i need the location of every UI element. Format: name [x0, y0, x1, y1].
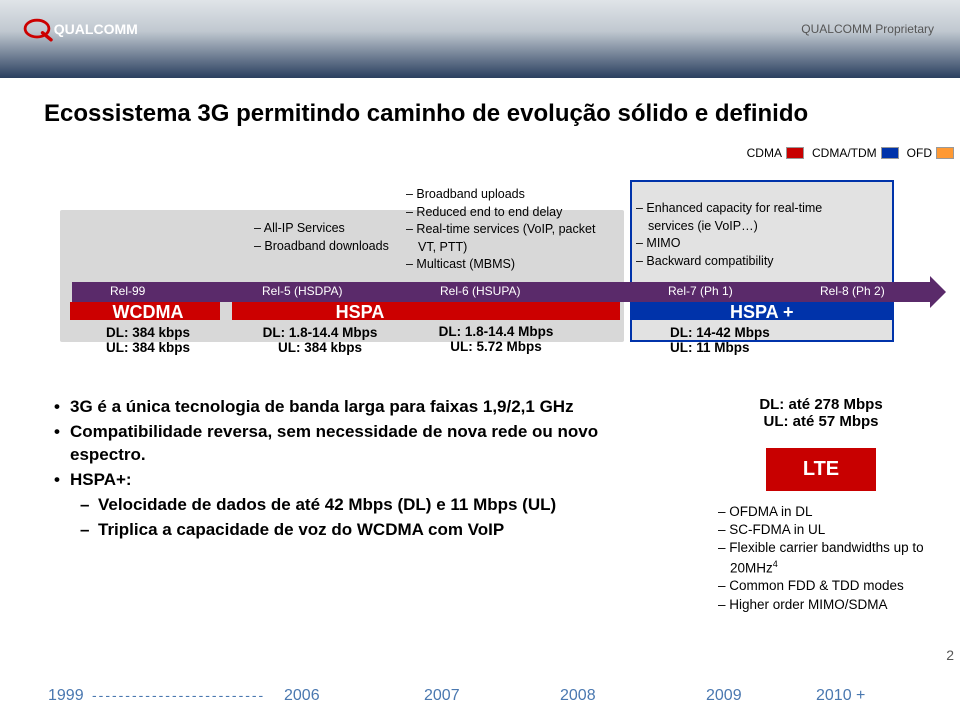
tech-hspa-ul: UL: 384 kbps — [278, 340, 362, 355]
lte-dl: DL: até 278 Mbps — [700, 396, 942, 413]
legend-swatch-ofd — [936, 147, 954, 159]
tech-hspa-name: HSPA — [336, 302, 385, 323]
tech-hspap-ul: UL: 11 Mbps — [670, 340, 750, 355]
tech-hspa-ul2: UL: 5.72 Mbps — [450, 339, 542, 354]
tech-hspa-dl: DL: 1.8-14.4 Mbps — [263, 325, 378, 340]
tech-wcdma-ul: UL: 384 kbps — [106, 340, 190, 355]
tech-hspa-r6: DL: 1.8-14.4 Mbps UL: 5.72 Mbps — [416, 302, 576, 370]
lte-f3-sup: 4 — [773, 559, 778, 569]
lte-f5: Higher order MIMO/SDMA — [729, 597, 887, 612]
legend-label-cdmatdm: CDMA/TDM — [812, 146, 877, 160]
year-2009: 2009 — [706, 687, 742, 705]
year-2008: 2008 — [560, 687, 596, 705]
feat-c3-l0: – Enhanced capacity for real-time servic… — [636, 200, 866, 235]
lte-f4: Common FDD & TDD modes — [729, 578, 904, 593]
logo-text: QUALCOMM — [54, 21, 138, 37]
year-2007: 2007 — [424, 687, 460, 705]
legend: CDMA CDMA/TDM OFD — [747, 146, 954, 160]
bullet-2: Compatibilidade reversa, sem necessidade… — [52, 421, 630, 467]
bullet-3-text: HSPA+: — [70, 470, 132, 489]
lte-ul: UL: até 57 Mbps — [700, 413, 942, 430]
tech-hspa-dl2: DL: 1.8-14.4 Mbps — [439, 324, 554, 339]
tech-wcdma-name: WCDMA — [113, 302, 184, 323]
rel-7: Rel-7 (Ph 1) — [668, 284, 733, 298]
qualcomm-logo: QUALCOMM — [20, 16, 180, 44]
rel-99: Rel-99 — [110, 284, 145, 298]
feature-col-2: – Broadband uploads – Reduced end to end… — [406, 186, 606, 274]
year-2010: 2010 + — [816, 687, 865, 705]
feat-c2-l3: – Multicast (MBMS) — [406, 256, 606, 274]
legend-swatch-cdmatdm — [881, 147, 899, 159]
bullet-3b: Triplica a capacidade de voz do WCDMA co… — [70, 519, 630, 542]
lte-f1: OFDMA in DL — [729, 504, 812, 519]
rel-5: Rel-5 (HSDPA) — [262, 284, 342, 298]
lte-features: – OFDMA in DL – SC-FDMA in UL – Flexible… — [700, 503, 942, 614]
feat-c2-l2: – Real-time services (VoIP, packet VT, P… — [406, 221, 606, 256]
rel-8: Rel-8 (Ph 2) — [820, 284, 885, 298]
tech-wcdma-dl: DL: 384 kbps — [106, 325, 190, 340]
year-1999: 1999 — [48, 687, 84, 705]
feature-col-3: – Enhanced capacity for real-time servic… — [636, 200, 866, 270]
tech-hspa: HSPA DL: 1.8-14.4 Mbps UL: 384 kbps — [240, 302, 400, 370]
year-2006: 2006 — [284, 687, 320, 705]
main-bullets: 3G é a única tecnologia de banda larga p… — [52, 396, 630, 544]
lte-f3: Flexible carrier bandwidths up to 20MHz — [729, 540, 923, 575]
lte-column: DL: até 278 Mbps UL: até 57 Mbps LTE – O… — [700, 396, 942, 614]
feat-c2-l1: – Reduced end to end delay — [406, 204, 606, 222]
feat-c1-l1: – Broadband downloads — [254, 238, 394, 256]
slide-number: 2 — [946, 647, 954, 663]
feat-c3-l2: – Backward compatibility — [636, 253, 866, 271]
tech-hspap-name: HSPA + — [730, 302, 794, 323]
proprietary-label: QUALCOMM Proprietary — [801, 22, 934, 36]
slide-title: Ecossistema 3G permitindo caminho de evo… — [44, 100, 808, 128]
timeline-dashes: -------------------------- — [92, 687, 265, 703]
legend-label-ofd: OFD — [907, 146, 932, 160]
rel-6: Rel-6 (HSUPA) — [440, 284, 520, 298]
legend-swatch-cdma — [786, 147, 804, 159]
tech-hspap: HSPA + DL: 14-42 Mbps UL: 11 Mbps — [666, 302, 866, 370]
tech-wcdma: WCDMA DL: 384 kbps UL: 384 kbps — [76, 302, 220, 370]
feat-c1-l0: – All-IP Services — [254, 220, 394, 238]
feat-c3-l1: – MIMO — [636, 235, 866, 253]
legend-label-cdma: CDMA — [747, 146, 782, 160]
bullet-1: 3G é a única tecnologia de banda larga p… — [52, 396, 630, 419]
feature-col-1: – All-IP Services – Broadband downloads — [254, 220, 394, 255]
feat-c2-l0: – Broadband uploads — [406, 186, 606, 204]
tech-hspap-dl: DL: 14-42 Mbps — [670, 325, 770, 340]
lte-box: LTE — [766, 448, 876, 491]
bullet-3: HSPA+: Velocidade de dados de até 42 Mbp… — [52, 469, 630, 542]
lte-f2: SC-FDMA in UL — [729, 522, 825, 537]
bullet-3a: Velocidade de dados de até 42 Mbps (DL) … — [70, 494, 630, 517]
